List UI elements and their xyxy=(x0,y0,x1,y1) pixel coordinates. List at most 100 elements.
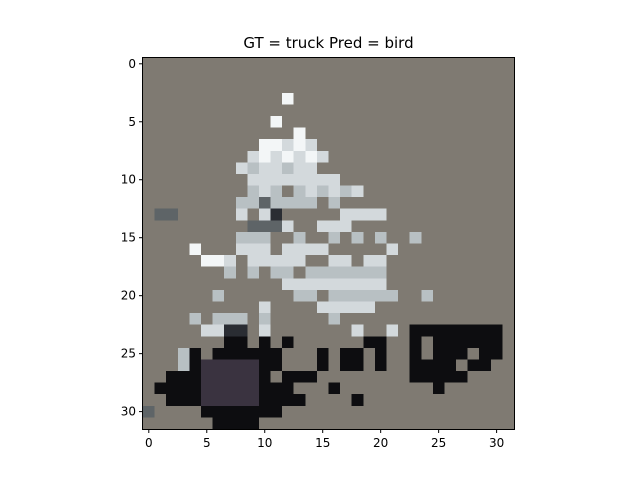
pixel xyxy=(374,336,387,348)
pixel xyxy=(258,336,271,348)
pixel xyxy=(305,197,317,209)
pixel xyxy=(374,266,387,279)
pixel xyxy=(224,336,236,348)
pixel xyxy=(258,139,271,151)
pixel xyxy=(189,394,201,406)
pixel xyxy=(363,278,375,290)
pixel xyxy=(235,417,248,429)
pixel xyxy=(154,382,167,395)
x-tick-label: 25 xyxy=(431,436,446,450)
pixel xyxy=(270,208,283,221)
pixel xyxy=(432,347,445,360)
pixel xyxy=(432,359,445,372)
pixel xyxy=(247,231,259,244)
pixel-grid xyxy=(143,58,514,429)
pixel xyxy=(247,162,259,174)
pixel xyxy=(212,347,225,360)
pixel xyxy=(490,324,503,337)
pixel xyxy=(328,266,341,279)
pixel xyxy=(293,243,306,256)
pixel xyxy=(316,347,329,360)
pixel xyxy=(189,371,201,383)
x-tick-label: 20 xyxy=(373,436,388,450)
pixel xyxy=(421,359,433,372)
pixel xyxy=(305,371,317,383)
pixel xyxy=(351,231,364,244)
pixel xyxy=(235,382,248,395)
x-tick-label: 30 xyxy=(489,436,504,450)
pixel xyxy=(409,371,422,383)
pixel xyxy=(270,405,283,418)
pixel xyxy=(258,150,271,163)
pixel xyxy=(235,197,248,209)
pixel xyxy=(305,150,317,163)
pixel xyxy=(432,336,445,348)
pixel xyxy=(212,405,225,418)
pixel xyxy=(154,208,167,221)
pixel xyxy=(386,243,399,256)
pixel xyxy=(189,359,201,372)
pixel xyxy=(340,347,352,360)
pixel xyxy=(351,278,364,290)
y-tick-label: 0 xyxy=(128,57,136,71)
pixel xyxy=(270,255,283,267)
pixel xyxy=(270,347,283,360)
pixel xyxy=(351,301,364,314)
pixel xyxy=(224,405,236,418)
pixel xyxy=(386,324,399,337)
pixel xyxy=(247,220,259,232)
pixel xyxy=(235,359,248,372)
x-tick-label: 10 xyxy=(257,436,272,450)
pixel xyxy=(328,197,341,209)
pixel xyxy=(247,359,259,372)
pixel xyxy=(351,266,364,279)
pixel xyxy=(258,197,271,209)
pixel xyxy=(258,405,271,418)
pixel xyxy=(293,278,306,290)
pixel xyxy=(293,255,306,267)
pixel xyxy=(247,394,259,406)
pixel xyxy=(235,336,248,348)
pixel xyxy=(177,359,190,372)
pixel xyxy=(293,197,306,209)
pixel xyxy=(177,382,190,395)
pixel xyxy=(258,382,271,395)
pixel xyxy=(166,394,178,406)
pixel xyxy=(316,173,329,186)
pixel xyxy=(212,394,225,406)
pixel xyxy=(305,162,317,174)
pixel xyxy=(282,173,294,186)
pixel xyxy=(212,324,225,337)
pixel xyxy=(200,359,213,372)
plot-title: GT = truck Pred = bird xyxy=(243,34,414,52)
pixel xyxy=(258,394,271,406)
pixel xyxy=(224,255,236,267)
pixel xyxy=(270,382,283,395)
pixel xyxy=(247,371,259,383)
pixel xyxy=(456,336,468,348)
pixel xyxy=(177,371,190,383)
pixel xyxy=(305,139,317,151)
pixel xyxy=(316,301,329,314)
pixel xyxy=(340,208,352,221)
pixel xyxy=(490,347,503,360)
pixel xyxy=(282,162,294,174)
pixel xyxy=(316,243,329,256)
pixel xyxy=(374,289,387,302)
pixel xyxy=(235,394,248,406)
pixel xyxy=(235,208,248,221)
pixel xyxy=(235,324,248,337)
pixel xyxy=(282,220,294,232)
y-tick-label: 25 xyxy=(121,347,136,361)
pixel xyxy=(212,417,225,429)
pixel xyxy=(351,185,364,198)
pixel xyxy=(293,139,306,151)
pixel xyxy=(409,359,422,372)
pixel xyxy=(282,382,294,395)
pixel xyxy=(282,336,294,348)
pixel xyxy=(258,255,271,267)
pixel xyxy=(282,139,294,151)
pixel xyxy=(467,324,480,337)
pixel xyxy=(224,382,236,395)
pixel xyxy=(235,347,248,360)
